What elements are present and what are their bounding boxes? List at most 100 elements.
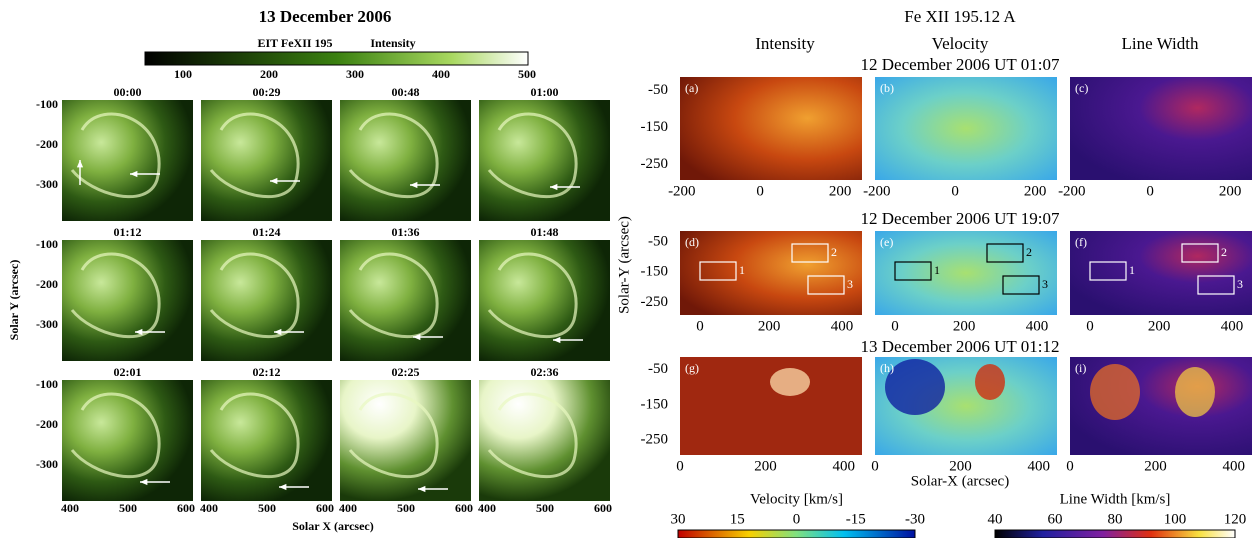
panel-time: 00:29 xyxy=(253,85,281,99)
spectral-image xyxy=(680,231,862,315)
y-tick: -50 xyxy=(648,361,668,377)
arrow-head xyxy=(413,333,421,341)
colorbar xyxy=(144,51,529,66)
colorbar-tick: -15 xyxy=(846,511,866,527)
x-tick: 600 xyxy=(594,501,612,515)
arrow-head xyxy=(130,170,138,178)
broad-region xyxy=(1175,367,1215,417)
region-box xyxy=(1089,261,1127,281)
x-tick: 400 xyxy=(831,318,854,334)
x-tick: 400 xyxy=(1221,318,1244,334)
column-label: Line Width xyxy=(1122,34,1199,53)
y-tick: -300 xyxy=(36,177,58,191)
panel-time: 02:36 xyxy=(531,365,559,379)
y-tick: -250 xyxy=(641,294,669,310)
column-label: Velocity xyxy=(932,34,989,53)
colorbar-label: Intensity xyxy=(370,36,415,50)
colorbar-tick: 0 xyxy=(793,511,801,527)
panel-letter: (c) xyxy=(1075,81,1088,95)
x-tick: -200 xyxy=(668,183,696,199)
panel-letter: (i) xyxy=(1075,361,1086,375)
x-tick: 500 xyxy=(536,501,554,515)
x-tick: 400 xyxy=(1026,318,1049,334)
y-tick: -200 xyxy=(36,277,58,291)
x-tick: 0 xyxy=(891,318,899,334)
x-tick: 200 xyxy=(1219,183,1242,199)
eit-image xyxy=(62,100,193,221)
spectral-image xyxy=(875,77,1057,180)
eit-image xyxy=(479,240,610,361)
x-tick: 400 xyxy=(1223,458,1246,474)
x-tick: 400 xyxy=(339,501,357,515)
x-tick: 500 xyxy=(119,501,137,515)
right-title: Fe XII 195.12 A xyxy=(904,7,1016,26)
arrow-head xyxy=(76,160,84,168)
x-tick: 400 xyxy=(478,501,496,515)
panel-time: 01:36 xyxy=(392,225,420,239)
loop xyxy=(487,112,578,199)
y-tick: -50 xyxy=(648,82,668,98)
eit-image xyxy=(479,380,610,501)
bright-region xyxy=(770,368,810,396)
region-box xyxy=(894,261,932,281)
eit-image xyxy=(201,100,332,221)
loop xyxy=(348,252,439,339)
loop xyxy=(487,392,578,479)
arrow-head xyxy=(550,183,558,191)
x-tick: 0 xyxy=(1086,318,1094,334)
y-tick: -150 xyxy=(641,264,669,280)
x-tick: 0 xyxy=(696,318,704,334)
arrow-head xyxy=(270,177,278,185)
x-tick: 400 xyxy=(61,501,79,515)
region-box xyxy=(1197,275,1235,295)
x-tick: 0 xyxy=(756,183,764,199)
x-tick: -200 xyxy=(863,183,891,199)
panel-time: 01:48 xyxy=(531,225,559,239)
y-tick: -300 xyxy=(36,457,58,471)
x-tick: 400 xyxy=(200,501,218,515)
y-tick: -100 xyxy=(36,97,58,111)
colorbar-tick: 120 xyxy=(1224,511,1247,527)
x-tick: 500 xyxy=(397,501,415,515)
x-tick: 200 xyxy=(1144,458,1167,474)
x-tick: 0 xyxy=(871,458,879,474)
colorbar-tick: 400 xyxy=(432,67,450,81)
panel-letter: (e) xyxy=(880,235,893,249)
y-tick: -200 xyxy=(36,417,58,431)
panel-time: 01:24 xyxy=(253,225,281,239)
x-tick: 400 xyxy=(1028,458,1051,474)
spectral-image xyxy=(875,231,1057,315)
broad-region xyxy=(1090,364,1140,420)
box-label: 3 xyxy=(1237,277,1243,291)
y-tick: -150 xyxy=(641,119,669,135)
colorbar-tick: 300 xyxy=(346,67,364,81)
y-tick: -300 xyxy=(36,317,58,331)
x-tick: 600 xyxy=(177,501,195,515)
x-tick: 0 xyxy=(676,458,684,474)
colorbar-tick: 80 xyxy=(1108,511,1123,527)
x-tick: 200 xyxy=(1148,318,1171,334)
loop xyxy=(487,252,578,339)
box-label: 1 xyxy=(739,263,745,277)
x-tick: 200 xyxy=(754,458,777,474)
eit-image xyxy=(201,240,332,361)
y-tick: -100 xyxy=(36,377,58,391)
arrow-head xyxy=(418,485,426,493)
loop xyxy=(209,252,300,339)
eit-image xyxy=(201,380,332,501)
y-tick: -100 xyxy=(36,237,58,251)
panel-letter: (b) xyxy=(880,81,894,95)
left-title: 13 December 2006 xyxy=(259,7,392,26)
region-box xyxy=(699,261,737,281)
x-tick: 0 xyxy=(1146,183,1154,199)
x-tick: 200 xyxy=(758,318,781,334)
colorbar-name: EIT FeXII 195 xyxy=(257,36,332,50)
panel-time: 01:12 xyxy=(114,225,142,239)
arrow-head xyxy=(553,336,561,344)
row-title: 12 December 2006 UT 19:07 xyxy=(861,209,1060,228)
x-tick: 200 xyxy=(953,318,976,334)
panel-letter: (d) xyxy=(685,235,699,249)
colorbar xyxy=(677,529,916,538)
